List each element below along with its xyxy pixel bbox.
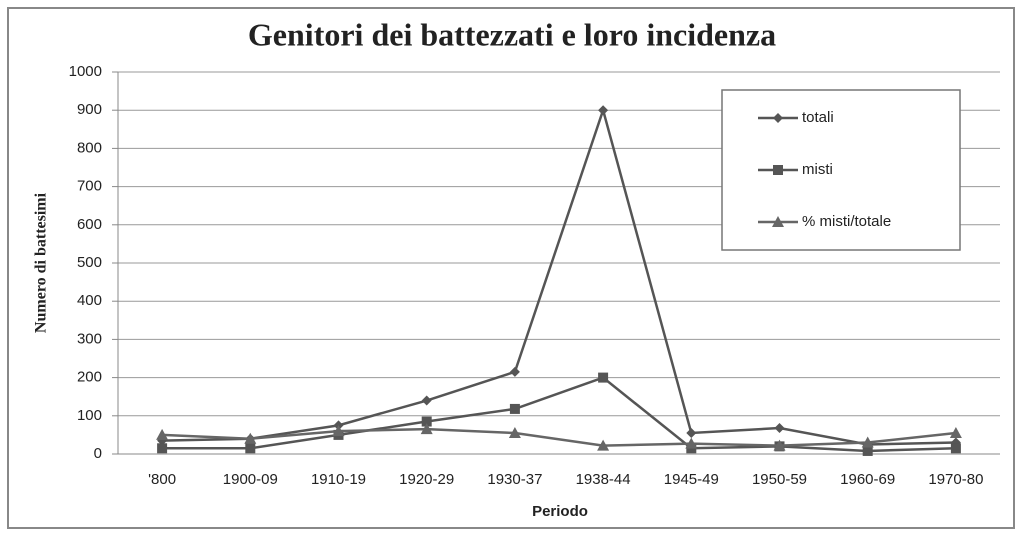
x-tick-label: 1960-69 bbox=[840, 471, 895, 488]
marker bbox=[332, 425, 345, 437]
marker bbox=[508, 426, 521, 438]
marker bbox=[773, 439, 786, 451]
marker bbox=[420, 423, 433, 435]
marker bbox=[773, 165, 783, 175]
x-tick-label: 1970-80 bbox=[928, 471, 983, 488]
marker bbox=[509, 403, 520, 414]
series-line bbox=[162, 376, 956, 453]
marker bbox=[244, 432, 257, 444]
marker bbox=[421, 416, 432, 427]
y-axis-label: Numero di battesimi bbox=[33, 192, 50, 333]
marker bbox=[245, 443, 256, 454]
x-tick-label: 1950-59 bbox=[752, 471, 807, 488]
x-tick-label: 1910-19 bbox=[311, 471, 366, 488]
marker bbox=[685, 437, 698, 449]
y-tick-label: 600 bbox=[77, 216, 102, 233]
marker bbox=[598, 105, 609, 116]
x-tick-label: 1900-09 bbox=[223, 471, 278, 488]
series-line bbox=[162, 105, 956, 446]
marker bbox=[949, 426, 962, 438]
marker bbox=[597, 439, 610, 451]
x-axis-label: Periodo bbox=[532, 503, 588, 520]
x-tick-label: '800 bbox=[148, 471, 176, 488]
y-tick-label: 800 bbox=[77, 139, 102, 156]
y-tick-label: 1000 bbox=[69, 63, 102, 80]
x-tick-label: 1920-29 bbox=[399, 471, 454, 488]
y-tick-label: 200 bbox=[77, 369, 102, 386]
marker bbox=[773, 113, 783, 123]
marker bbox=[509, 366, 520, 377]
marker bbox=[861, 436, 874, 448]
marker bbox=[598, 372, 609, 383]
marker bbox=[156, 428, 169, 440]
y-tick-label: 900 bbox=[77, 101, 102, 118]
marker bbox=[686, 427, 697, 438]
marker bbox=[774, 423, 785, 434]
x-tick-label: 1945-49 bbox=[664, 471, 719, 488]
marker bbox=[421, 395, 432, 406]
y-tick-label: 500 bbox=[77, 254, 102, 271]
y-tick-label: 700 bbox=[77, 178, 102, 195]
legend-label: totali bbox=[802, 109, 834, 126]
y-tick-label: 100 bbox=[77, 407, 102, 424]
marker bbox=[772, 216, 784, 227]
y-tick-label: 400 bbox=[77, 292, 102, 309]
y-tick-label: 300 bbox=[77, 330, 102, 347]
chart-title: Genitori dei battezzati e loro incidenza bbox=[248, 16, 776, 52]
x-tick-label: 1938-44 bbox=[576, 471, 631, 488]
series-line bbox=[162, 427, 957, 447]
marker bbox=[950, 443, 961, 454]
x-tick-label: 1930-37 bbox=[487, 471, 542, 488]
legend-label: misti bbox=[802, 161, 833, 178]
marker bbox=[157, 443, 168, 454]
y-tick-label: 0 bbox=[94, 445, 102, 462]
marker bbox=[862, 445, 873, 456]
legend-label: % misti/totale bbox=[802, 213, 891, 230]
